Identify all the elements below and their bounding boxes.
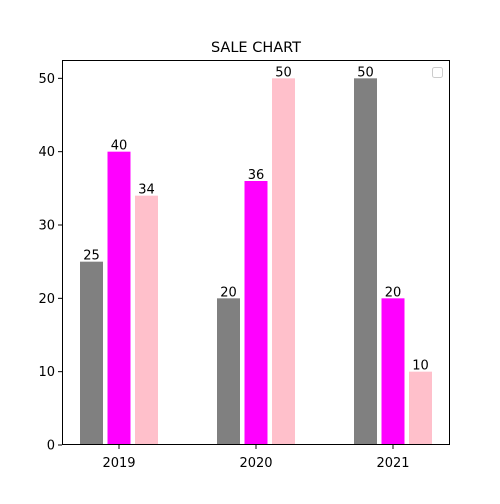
data-label-2020-series-1: 20 [220, 285, 237, 300]
bar-2020-series-1 [217, 298, 240, 445]
x-tick-label-2021: 2021 [376, 456, 409, 471]
data-label-2019-series-3: 34 [138, 183, 155, 198]
y-tick-label-10: 10 [38, 365, 55, 380]
bar-2021-series-3 [409, 371, 432, 445]
data-label-2021-series-1: 50 [357, 65, 374, 80]
bar-2021-series-2 [381, 298, 405, 445]
bar-2019-series-2 [107, 151, 131, 446]
data-label-2021-series-3: 10 [412, 359, 429, 374]
chart-title: SALE CHART [211, 40, 301, 56]
y-tick-label-20: 20 [38, 292, 55, 307]
data-label-2020-series-3: 50 [275, 65, 292, 80]
data-labels-layer: 25 40 34 20 36 50 50 20 10 [83, 65, 429, 373]
plot-frame [62, 60, 450, 445]
bar-2020-series-3 [272, 78, 295, 445]
data-label-2019-series-2: 40 [111, 139, 128, 154]
x-axis: 2019 2020 2021 [102, 445, 410, 471]
bars-layer [80, 78, 432, 446]
bar-2021-series-1 [354, 78, 377, 445]
x-tick-label-2019: 2019 [102, 456, 135, 471]
y-tick-label-30: 30 [38, 219, 55, 234]
bar-2019-series-1 [80, 261, 103, 445]
data-label-2019-series-1: 25 [83, 249, 100, 264]
data-label-2021-series-2: 20 [385, 285, 402, 300]
y-tick-label-0: 0 [47, 439, 55, 454]
bar-2020-series-2 [244, 181, 268, 445]
x-tick-label-2020: 2020 [239, 456, 272, 471]
y-axis: 0 10 20 30 40 50 [38, 72, 62, 454]
data-label-2020-series-2: 36 [248, 168, 265, 183]
legend-box [432, 67, 443, 78]
y-tick-label-40: 40 [38, 145, 55, 160]
y-tick-label-50: 50 [38, 72, 55, 87]
bar-2019-series-3 [135, 195, 158, 445]
